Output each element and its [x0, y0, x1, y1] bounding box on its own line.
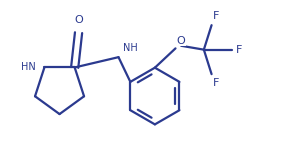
Text: O: O — [177, 36, 185, 46]
Text: O: O — [74, 15, 83, 25]
Text: NH: NH — [123, 43, 138, 53]
Text: F: F — [213, 11, 219, 21]
Text: HN: HN — [21, 62, 36, 72]
Text: F: F — [213, 78, 219, 88]
Text: F: F — [236, 45, 243, 55]
